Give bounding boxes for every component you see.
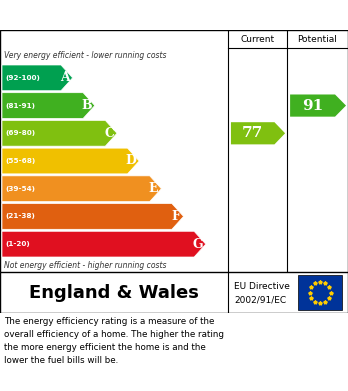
Text: C: C xyxy=(104,127,114,140)
Text: (1-20): (1-20) xyxy=(5,241,30,247)
Text: (39-54): (39-54) xyxy=(5,186,35,192)
Polygon shape xyxy=(2,204,183,229)
Text: 77: 77 xyxy=(242,126,263,140)
Text: A: A xyxy=(60,71,70,84)
Bar xyxy=(298,275,342,310)
Polygon shape xyxy=(2,148,139,174)
Text: The energy efficiency rating is a measure of the
overall efficiency of a home. T: The energy efficiency rating is a measur… xyxy=(4,317,224,364)
Text: E: E xyxy=(149,182,158,195)
Text: (55-68): (55-68) xyxy=(5,158,35,164)
Text: 91: 91 xyxy=(302,99,323,113)
Text: 2002/91/EC: 2002/91/EC xyxy=(234,295,286,304)
Text: England & Wales: England & Wales xyxy=(29,283,199,301)
Text: (69-80): (69-80) xyxy=(5,130,35,136)
Text: Very energy efficient - lower running costs: Very energy efficient - lower running co… xyxy=(4,52,166,61)
Polygon shape xyxy=(2,176,161,202)
Polygon shape xyxy=(2,231,206,257)
Polygon shape xyxy=(2,65,73,91)
Text: Potential: Potential xyxy=(298,34,338,43)
Text: D: D xyxy=(126,154,137,167)
Text: F: F xyxy=(171,210,180,223)
Text: G: G xyxy=(192,238,203,251)
Text: EU Directive: EU Directive xyxy=(234,282,290,291)
Text: (21-38): (21-38) xyxy=(5,213,35,219)
Polygon shape xyxy=(2,93,95,118)
Text: Not energy efficient - higher running costs: Not energy efficient - higher running co… xyxy=(4,262,166,271)
Text: (81-91): (81-91) xyxy=(5,102,35,109)
Text: B: B xyxy=(82,99,92,112)
Text: (92-100): (92-100) xyxy=(5,75,40,81)
Polygon shape xyxy=(231,122,285,144)
Text: Energy Efficiency Rating: Energy Efficiency Rating xyxy=(7,7,217,23)
Polygon shape xyxy=(290,95,346,117)
Text: Current: Current xyxy=(240,34,275,43)
Polygon shape xyxy=(2,120,117,146)
